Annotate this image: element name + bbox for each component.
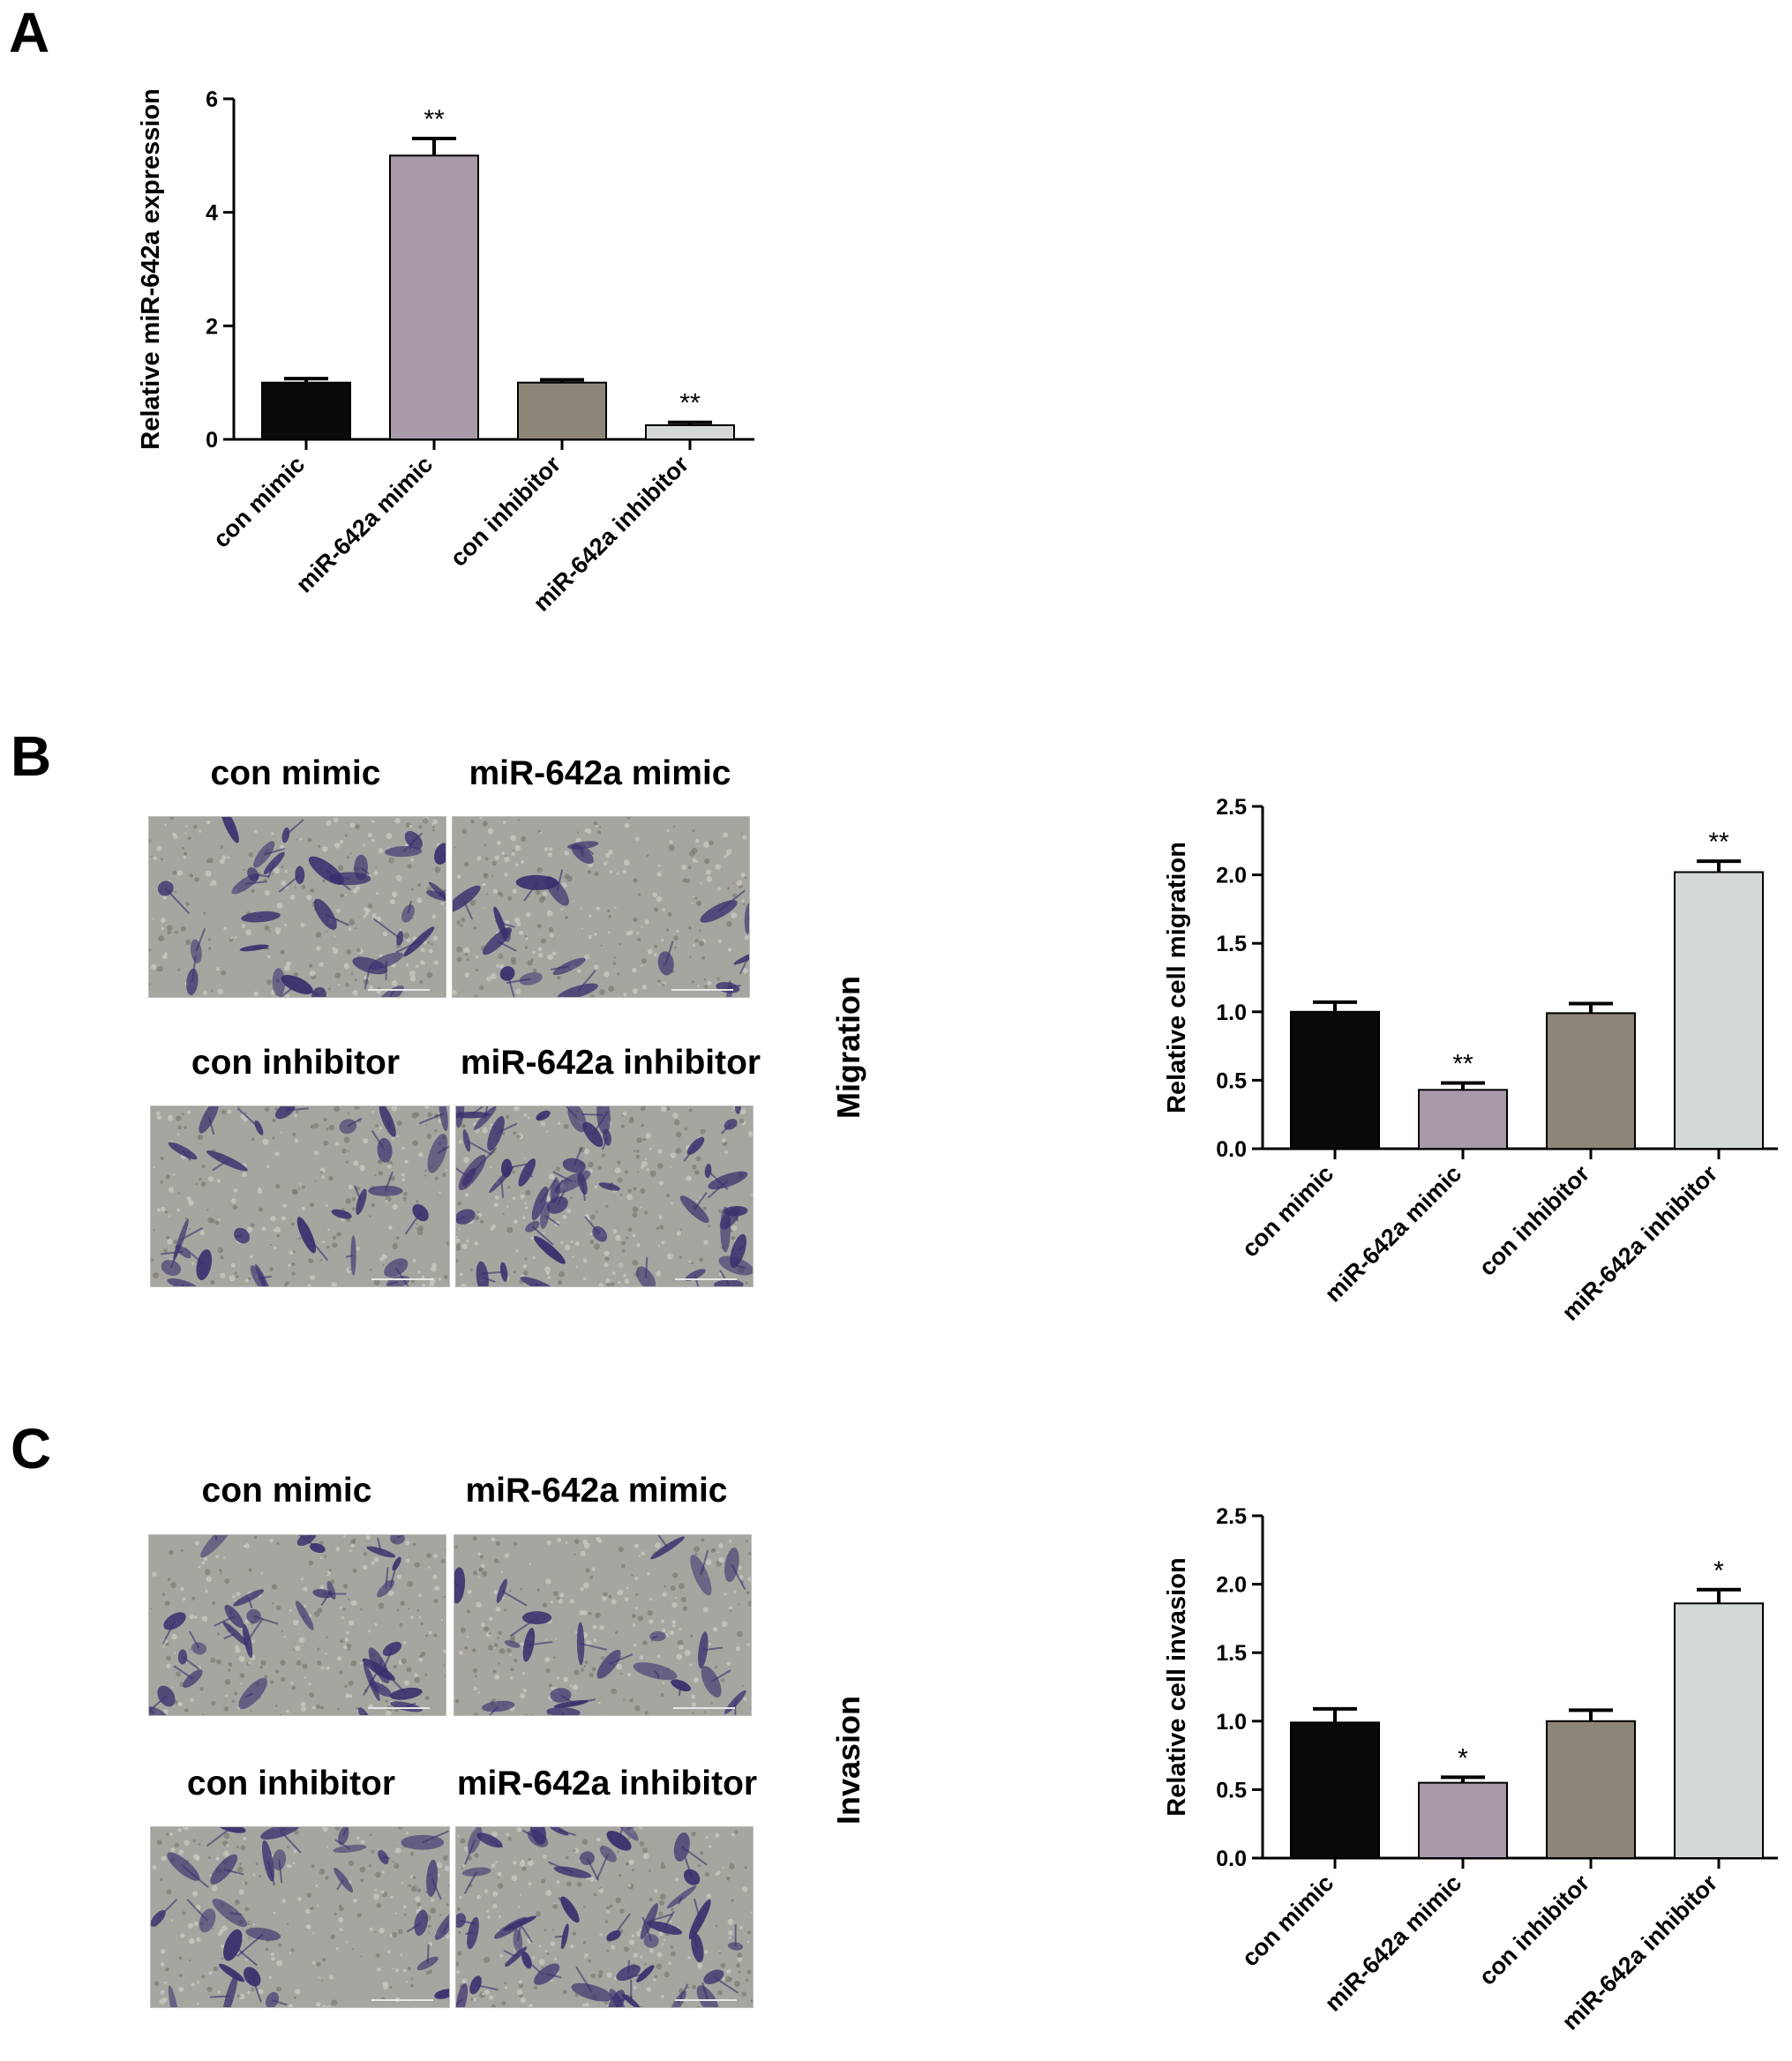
chart-b-category-label: con mimic [1237,1160,1339,1263]
chart-c-category-label: con mimic [1237,1870,1339,1972]
chart-c-ytick-label: 1.5 [1216,1641,1247,1666]
chart-a-ytick-label: 0 [206,428,218,453]
chart-b: 0.0 0.5 1.0 1.5 2.0 2.5 Relative cell migratio… [1163,795,1778,1326]
chart-b-ytick-label: 1.5 [1216,932,1247,956]
chart-c-bar [1674,1602,1764,1859]
micrograph-b-con-mimic [148,816,446,998]
chart-a-bar [261,381,351,440]
chart-a-significance-label: ** [424,105,445,134]
chart-b-category-label: con inhibitor [1473,1160,1594,1281]
chart-a-bar [645,423,735,440]
chart-c-category-label: miR-642a mimic [1320,1870,1467,2017]
caption-b-mir642a-inhibitor: miR-642a inhibitor [460,1044,761,1082]
chart-a-bar [517,381,607,440]
chart-c: 0.0 0.5 1.0 1.5 2.0 2.5 Relative cell invasion… [1163,1504,1778,2035]
chart-a-ytick-label: 4 [206,201,218,226]
caption-c-con-mimic: con mimic [201,1472,372,1510]
chart-b-significance-label: ** [1452,1050,1473,1079]
chart-b-bar [1674,871,1764,1150]
chart-c-ytick-label: 2.0 [1216,1573,1247,1598]
caption-c-mir642a-inhibitor: miR-642a inhibitor [456,1765,758,1802]
chart-c-ytick-label: 0.0 [1216,1847,1247,1871]
chart-a-significance-label: ** [679,389,701,418]
panel-letter-a: A [9,1,50,64]
chart-b-bar [1546,1012,1636,1150]
chart-a-category-label: miR-642a mimic [291,451,439,598]
chart-b-ytick-label: 1.0 [1216,1001,1247,1025]
chart-c-category-label: con inhibitor [1473,1870,1594,1990]
chart-b-category-label: miR-642a mimic [1320,1160,1467,1308]
caption-b-con-mimic: con mimic [210,754,381,792]
chart-a-ytick-label: 6 [206,87,218,112]
chart-b-y-axis-label: Relative cell migration [1163,842,1191,1113]
chart-a-category-label: con mimic [208,451,311,553]
chart-a: 0 2 4 6 Relative miR-642a expression con mimi… [137,87,754,617]
chart-a-ytick-label: 2 [206,314,218,339]
panel-letter-c: C [11,1417,52,1480]
panel-letter-b: B [11,724,52,788]
chart-b-bar [1290,1010,1380,1150]
caption-c-mir642a-mimic: miR-642a mimic [465,1472,728,1510]
chart-b-ytick-label: 2.0 [1216,864,1247,888]
micrograph-b-con-inhibitor [150,1105,450,1287]
chart-c-ytick-label: 2.5 [1216,1504,1247,1529]
micrograph-c-mir642a-inhibitor [455,1826,754,2008]
chart-c-ytick-label: 0.5 [1216,1778,1247,1802]
chart-c-y-axis-label: Relative cell invasion [1163,1557,1191,1816]
micrograph-b-mir642a-inhibitor [455,1105,754,1287]
caption-c-con-inhibitor: con inhibitor [186,1765,396,1802]
chart-b-significance-label: ** [1708,828,1729,857]
micrograph-b-mir642a-mimic [452,816,750,998]
caption-b-con-inhibitor: con inhibitor [191,1044,401,1082]
chart-b-ytick-label: 0.5 [1216,1068,1247,1093]
chart-c-bar [1290,1721,1380,1860]
micrograph-c-con-mimic [148,1534,446,1716]
chart-c-significance-label: * [1713,1556,1724,1585]
chart-c-ytick-label: 1.0 [1216,1710,1247,1735]
chart-a-category-label: con inhibitor [445,451,566,572]
chart-a-y-axis-label: Relative miR-642a expression [137,88,165,449]
micrograph-c-mir642a-mimic [454,1534,752,1716]
chart-b-ytick-label: 2.5 [1216,795,1247,820]
chart-a-bar [389,154,479,440]
micrograph-c-con-inhibitor [150,1826,450,2008]
chart-c-bar [1546,1720,1636,1860]
chart-c-significance-label: * [1458,1743,1468,1772]
chart-c-bar [1418,1781,1508,1860]
chart-b-ytick-label: 0.0 [1216,1137,1247,1162]
chart-b-bar [1418,1089,1508,1150]
caption-b-mir642a-mimic: miR-642a mimic [469,754,731,792]
